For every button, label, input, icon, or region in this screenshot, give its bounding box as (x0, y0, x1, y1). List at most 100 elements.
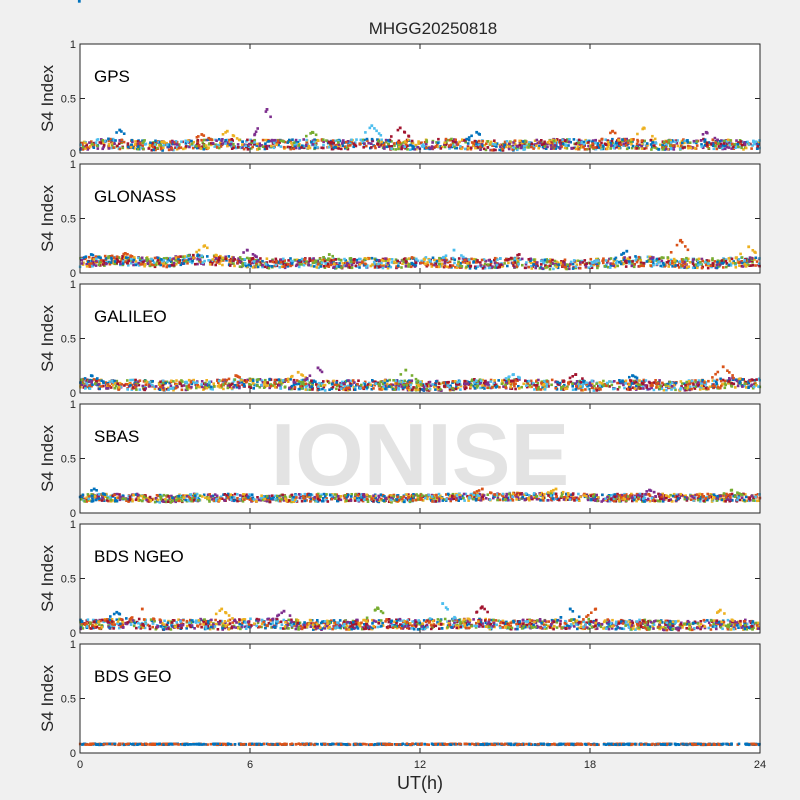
data-point (221, 256, 225, 260)
data-point (198, 254, 201, 257)
data-point (87, 380, 91, 383)
data-point (609, 264, 613, 267)
data-point (251, 261, 254, 265)
data-point (493, 258, 496, 262)
data-point (197, 259, 201, 263)
data-point (130, 144, 133, 147)
data-point (480, 143, 484, 146)
data-point (149, 144, 152, 147)
data-point (229, 259, 232, 262)
data-point (210, 143, 213, 147)
data-point (628, 256, 632, 259)
data-point (541, 267, 544, 270)
data-point (414, 259, 417, 262)
data-point (205, 386, 209, 390)
data-point (119, 385, 122, 388)
data-point (296, 141, 300, 144)
data-point (671, 262, 674, 265)
data-point (253, 138, 256, 142)
data-point (243, 379, 247, 382)
data-point (387, 264, 391, 267)
data-point (121, 257, 124, 260)
data-point (117, 386, 121, 389)
data-point (338, 385, 342, 388)
data-point (200, 138, 203, 142)
data-point (621, 139, 624, 143)
data-point (725, 265, 728, 269)
data-point (333, 262, 336, 265)
data-point (597, 262, 601, 265)
data-point (230, 141, 233, 144)
data-point (711, 258, 714, 262)
data-point (469, 265, 472, 268)
data-point (161, 381, 165, 385)
data-point (403, 130, 406, 134)
data-point (193, 381, 197, 385)
data-point (558, 141, 562, 144)
data-point (379, 380, 382, 384)
data-point (190, 139, 193, 143)
data-point (711, 262, 715, 265)
data-point (289, 264, 292, 268)
data-point (99, 264, 102, 267)
data-point (535, 384, 539, 387)
data-point (457, 260, 460, 264)
data-point (573, 382, 577, 385)
data-point (583, 259, 587, 262)
data-point (393, 388, 396, 391)
data-point (585, 262, 588, 265)
data-point (195, 250, 198, 254)
data-point (192, 256, 195, 259)
data-point (493, 139, 496, 142)
data-point (457, 383, 461, 386)
data-point (711, 379, 715, 382)
data-point (669, 141, 673, 144)
data-point (507, 261, 510, 265)
data-point (691, 266, 695, 270)
data-point (125, 256, 128, 259)
data-point (439, 145, 442, 148)
data-point (384, 265, 388, 268)
data-point (133, 147, 136, 150)
data-point (154, 263, 158, 267)
data-point (561, 385, 565, 388)
data-point (353, 386, 357, 390)
data-point (361, 138, 364, 142)
data-point (577, 386, 580, 389)
data-point (556, 380, 559, 384)
data-point (226, 385, 230, 388)
data-point (475, 261, 478, 264)
data-point (749, 264, 753, 267)
data-point (264, 110, 268, 113)
data-point (282, 262, 285, 266)
data-point (322, 384, 325, 387)
data-point (667, 139, 671, 142)
data-point (649, 257, 652, 260)
data-points (79, 108, 761, 152)
data-point (599, 388, 602, 391)
data-point (304, 378, 307, 382)
data-point (425, 142, 428, 146)
data-point (95, 138, 99, 142)
data-point (571, 267, 575, 270)
data-point (652, 146, 655, 149)
data-point (506, 264, 509, 268)
data-point (608, 380, 611, 383)
data-point (420, 259, 423, 263)
data-point (727, 380, 731, 383)
data-point (114, 255, 118, 259)
data-point (242, 147, 246, 151)
data-point (516, 261, 519, 264)
data-point (112, 139, 116, 142)
data-point (597, 384, 600, 388)
data-point (590, 386, 594, 390)
data-point (209, 385, 213, 389)
data-point (158, 388, 162, 391)
data-point (98, 387, 101, 391)
data-point (476, 384, 479, 387)
data-point (509, 380, 513, 383)
data-point (126, 253, 129, 256)
data-point (269, 384, 273, 388)
data-point (262, 386, 266, 389)
